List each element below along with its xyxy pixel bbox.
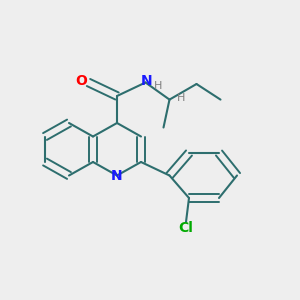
Text: N: N (111, 169, 123, 182)
Text: O: O (75, 74, 87, 88)
Text: H: H (177, 93, 185, 103)
Text: N: N (140, 74, 152, 88)
Text: Cl: Cl (178, 221, 194, 235)
Text: H: H (154, 81, 162, 91)
